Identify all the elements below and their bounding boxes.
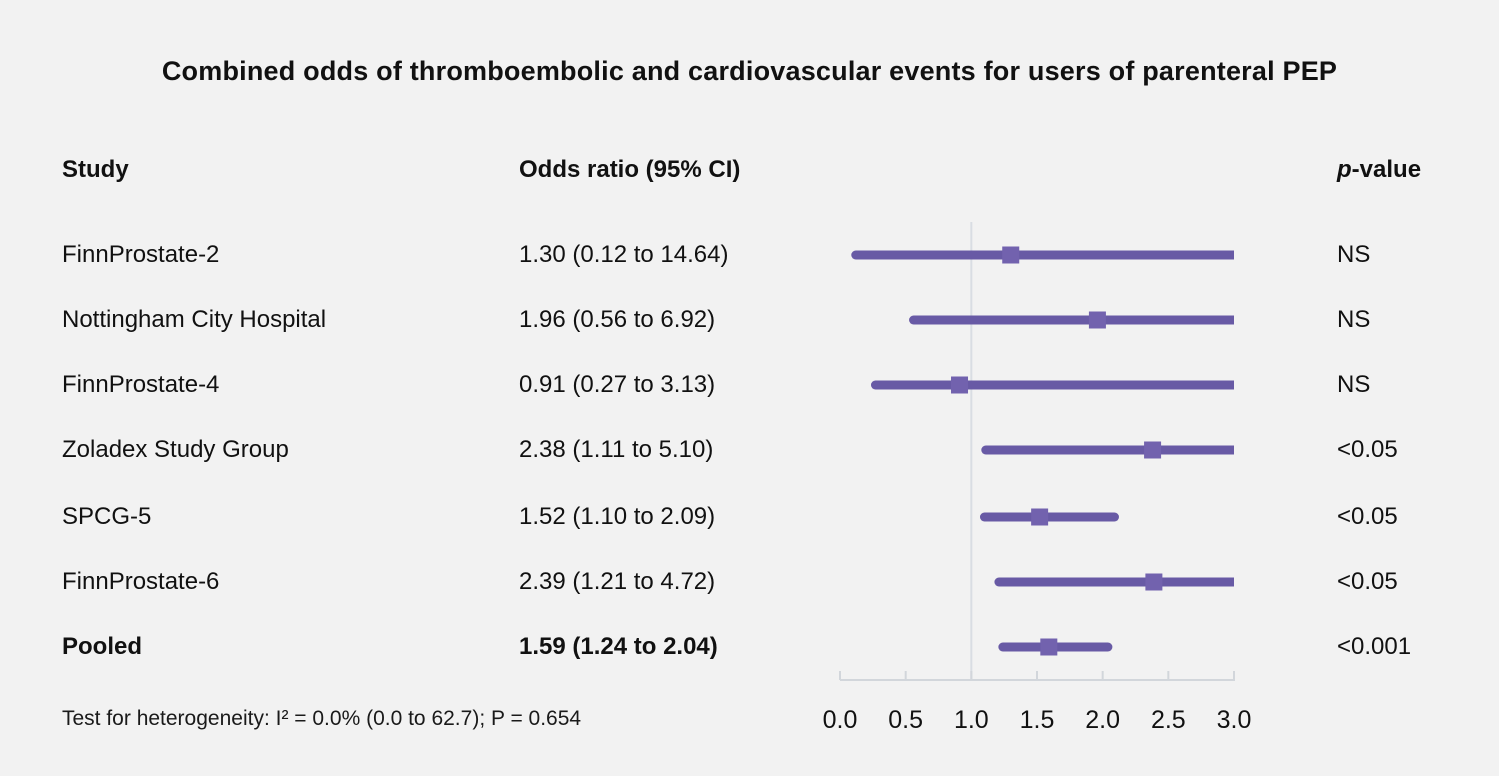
axis-tick-label: 2.5 bbox=[1151, 706, 1186, 734]
p-value: NS bbox=[1337, 371, 1371, 398]
ci-line-cap bbox=[981, 445, 991, 455]
axis-tick-label: 2.0 bbox=[1085, 706, 1120, 734]
axis-tick-label: 1.0 bbox=[954, 706, 989, 734]
study-label: Zoladex Study Group bbox=[62, 436, 289, 463]
figure-title: Combined odds of thromboembolic and card… bbox=[161, 56, 1338, 86]
p-value: NS bbox=[1337, 241, 1371, 268]
p-value-header-italic-p: p bbox=[1337, 156, 1352, 183]
axis-tick-label: 0.0 bbox=[823, 706, 858, 734]
p-value: <0.05 bbox=[1337, 503, 1398, 530]
odds-ratio-marker bbox=[1002, 246, 1020, 264]
study-label: Nottingham City Hospital bbox=[62, 306, 327, 333]
ci-line-cap bbox=[1103, 642, 1113, 652]
column-header-odds-ratio: Odds ratio (95% CI) bbox=[519, 156, 741, 183]
ci-line-cap bbox=[1109, 512, 1119, 522]
p-value-header-rest: -value bbox=[1351, 156, 1422, 183]
ci-line-cap bbox=[998, 642, 1008, 652]
axis-tick-label: 0.5 bbox=[888, 706, 923, 734]
ci-line-cap bbox=[979, 512, 989, 522]
ci-line-cap bbox=[909, 315, 919, 325]
odds-ratio-value: 2.39 (1.21 to 4.72) bbox=[519, 568, 716, 595]
odds-ratio-value: 1.30 (0.12 to 14.64) bbox=[519, 241, 729, 268]
study-label: FinnProstate-4 bbox=[62, 371, 220, 398]
p-value: <0.05 bbox=[1337, 568, 1398, 595]
ci-line-cap bbox=[870, 380, 880, 390]
odds-ratio-marker bbox=[1031, 508, 1049, 526]
ci-line-cap bbox=[994, 577, 1004, 587]
p-value: NS bbox=[1337, 306, 1371, 333]
p-value: <0.05 bbox=[1337, 436, 1398, 463]
odds-ratio-value: 2.38 (1.11 to 5.10) bbox=[519, 436, 714, 463]
odds-ratio-value: 1.52 (1.10 to 2.09) bbox=[519, 503, 716, 530]
odds-ratio-marker bbox=[1145, 573, 1163, 591]
study-label: Pooled bbox=[62, 633, 143, 660]
study-label: FinnProstate-6 bbox=[62, 568, 220, 595]
axis-tick-label: 1.5 bbox=[1020, 706, 1055, 734]
odds-ratio-marker bbox=[1144, 441, 1162, 459]
column-header-study: Study bbox=[62, 156, 129, 183]
axis-tick-label: 3.0 bbox=[1217, 706, 1252, 734]
odds-ratio-value: 1.59 (1.24 to 2.04) bbox=[519, 633, 718, 660]
odds-ratio-value: 0.91 (0.27 to 3.13) bbox=[519, 371, 716, 398]
odds-ratio-marker bbox=[1088, 311, 1106, 329]
odds-ratio-value: 1.96 (0.56 to 6.92) bbox=[519, 306, 716, 333]
heterogeneity-note: Test for heterogeneity: I² = 0.0% (0.0 t… bbox=[62, 707, 582, 730]
study-label: SPCG-5 bbox=[62, 503, 152, 530]
study-label: FinnProstate-2 bbox=[62, 241, 220, 268]
ci-line-cap bbox=[851, 250, 861, 260]
odds-ratio-marker bbox=[1040, 638, 1058, 656]
column-header-p-value: p-value bbox=[1337, 154, 1421, 186]
p-value: <0.001 bbox=[1337, 633, 1412, 660]
odds-ratio-marker bbox=[951, 376, 969, 394]
